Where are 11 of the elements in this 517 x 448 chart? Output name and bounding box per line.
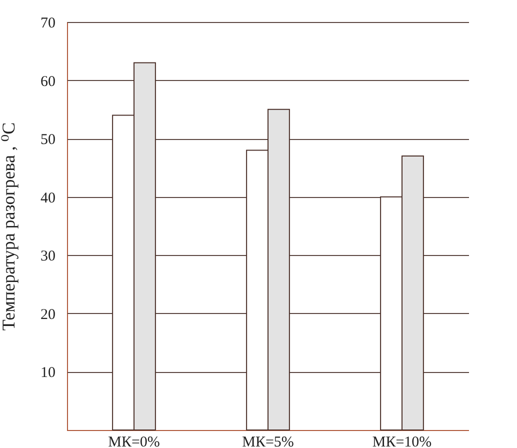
y-axis-title: Температура разогрева , ⁰C [0, 122, 18, 331]
y-tick-label: 30 [40, 248, 56, 265]
y-tick-label: 10 [40, 365, 56, 382]
x-tick-label: МК=10% [372, 434, 432, 448]
y-tick-label: 60 [40, 74, 56, 90]
x-tick-label: МК=5% [242, 434, 294, 448]
y-tick-label: 70 [40, 16, 56, 32]
x-tick-label: МК=0% [108, 434, 160, 448]
y-tick-label: 40 [40, 190, 56, 206]
y-tick-label: 50 [40, 132, 56, 148]
y-tick-label: 20 [40, 306, 56, 323]
